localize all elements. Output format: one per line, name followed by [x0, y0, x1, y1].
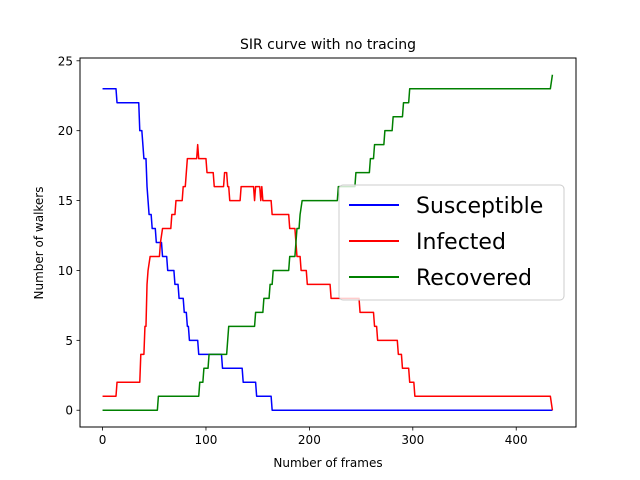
chart-title: SIR curve with no tracing	[240, 37, 416, 53]
series-line-susceptible	[102, 88, 553, 411]
legend-label-recovered: Recovered	[416, 266, 532, 291]
series-line-recovered	[102, 74, 554, 411]
y-tick-label: 20	[58, 124, 73, 138]
legend: Susceptible Infected Recovered	[338, 184, 565, 301]
x-tick-label: 400	[505, 433, 528, 447]
x-tick-label: 300	[401, 433, 424, 447]
x-axis-title: Number of frames	[273, 456, 382, 470]
legend-label-infected: Infected	[416, 230, 506, 255]
x-tick-label: 100	[195, 433, 218, 447]
series-line-infected	[102, 143, 554, 411]
legend-box	[338, 184, 565, 301]
x-tick-label: 0	[99, 433, 107, 447]
y-tick-label: 10	[58, 264, 73, 278]
y-tick-label: 25	[58, 54, 73, 68]
series-layer	[102, 74, 554, 411]
y-tick-label: 0	[65, 404, 73, 418]
y-axis: 0 5 10 15 20 25	[58, 54, 80, 418]
y-axis-title: Number of walkers	[32, 187, 46, 300]
x-axis: 0 100 200 300 400	[99, 427, 528, 447]
y-tick-label: 5	[65, 334, 73, 348]
y-tick-label: 15	[58, 194, 73, 208]
plot-frame	[79, 57, 577, 428]
legend-label-susceptible: Susceptible	[416, 194, 543, 219]
x-tick-label: 200	[298, 433, 321, 447]
